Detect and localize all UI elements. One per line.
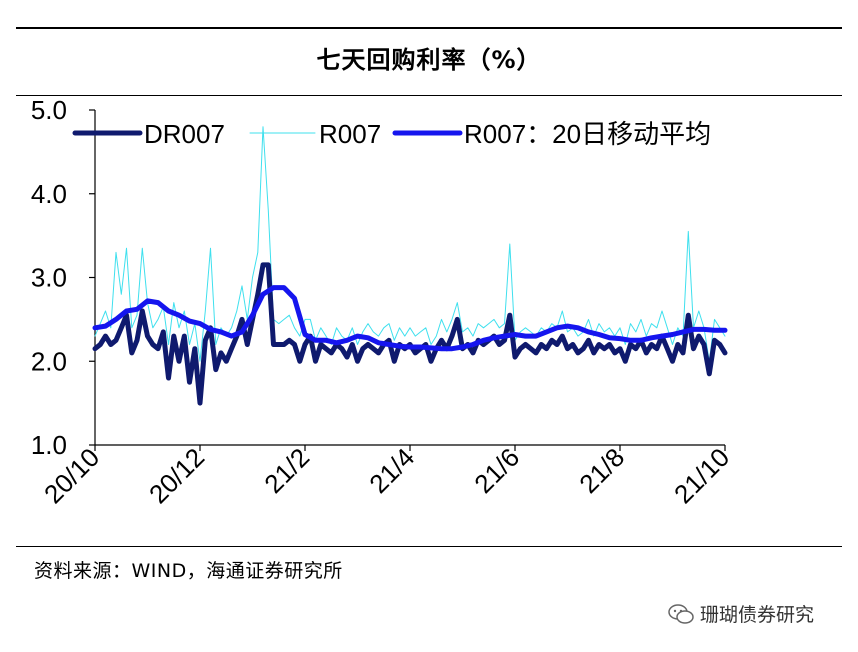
repo-rate-chart: 5.04.03.02.01.020/10 20/12 21/2 21/4 21/6 21/… (31, 95, 735, 509)
y-tick-label: 5.0 (31, 95, 67, 125)
y-tick-label: 4.0 (31, 179, 67, 209)
x-tick-label: 21/10 (668, 442, 735, 509)
x-tick-label: 20/12 (143, 442, 210, 509)
watermark: 珊瑚债券研究 (668, 600, 814, 627)
chart-title: 七天回购利率（%） (316, 46, 542, 74)
y-tick-label: 2.0 (31, 346, 67, 376)
chart-series (92, 126, 728, 406)
y-tick-label: 1.0 (31, 430, 67, 460)
title-rule (16, 95, 842, 96)
legend-label-r007-ma20: R007：20日移动平均 (464, 119, 711, 149)
x-tick-label: 21/2 (258, 442, 315, 499)
legend-label-r007: R007 (319, 119, 381, 149)
legend-label-dr007: DR007 (144, 119, 225, 149)
chart-legend: DR007 R007 R007：20日移动平均 (72, 119, 711, 149)
watermark-text: 珊瑚债券研究 (700, 604, 815, 626)
series-line-r007-ma20 (92, 285, 728, 352)
top-rule (16, 27, 842, 29)
series-line-dr007 (92, 262, 728, 406)
x-tick-label: 21/6 (468, 442, 525, 499)
y-tick-label: 3.0 (31, 263, 67, 293)
series-line-r007 (94, 126, 726, 362)
bottom-rule (16, 546, 842, 547)
x-tick-label: 21/8 (573, 442, 630, 499)
wechat-icon (668, 603, 694, 624)
x-tick-label: 21/4 (363, 442, 420, 499)
chart-axes: 5.04.03.02.01.020/10 20/12 21/2 21/4 21/6 21/… (31, 95, 735, 509)
source-note: 资料来源：WIND，海通证券研究所 (34, 560, 343, 582)
